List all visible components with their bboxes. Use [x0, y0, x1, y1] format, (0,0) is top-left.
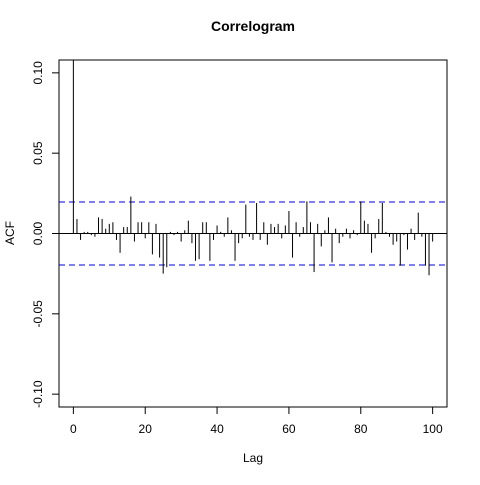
y-tick-label: 0.10 [31, 61, 45, 85]
x-axis-label: Lag [243, 451, 263, 465]
x-tick-label: 60 [282, 422, 296, 436]
y-tick-label: -0.05 [31, 300, 45, 328]
x-tick-label: 40 [210, 422, 224, 436]
x-tick-label: 20 [139, 422, 153, 436]
x-tick-label: 80 [354, 422, 368, 436]
y-tick-label: 0.00 [31, 221, 45, 245]
y-tick-label: 0.05 [31, 141, 45, 165]
y-tick-label: -0.10 [31, 380, 45, 408]
y-axis-label: ACF [3, 221, 17, 245]
chart-title: Correlogram [211, 18, 295, 34]
x-tick-label: 0 [70, 422, 77, 436]
plot-area [59, 60, 447, 276]
x-tick-label: 100 [423, 422, 443, 436]
